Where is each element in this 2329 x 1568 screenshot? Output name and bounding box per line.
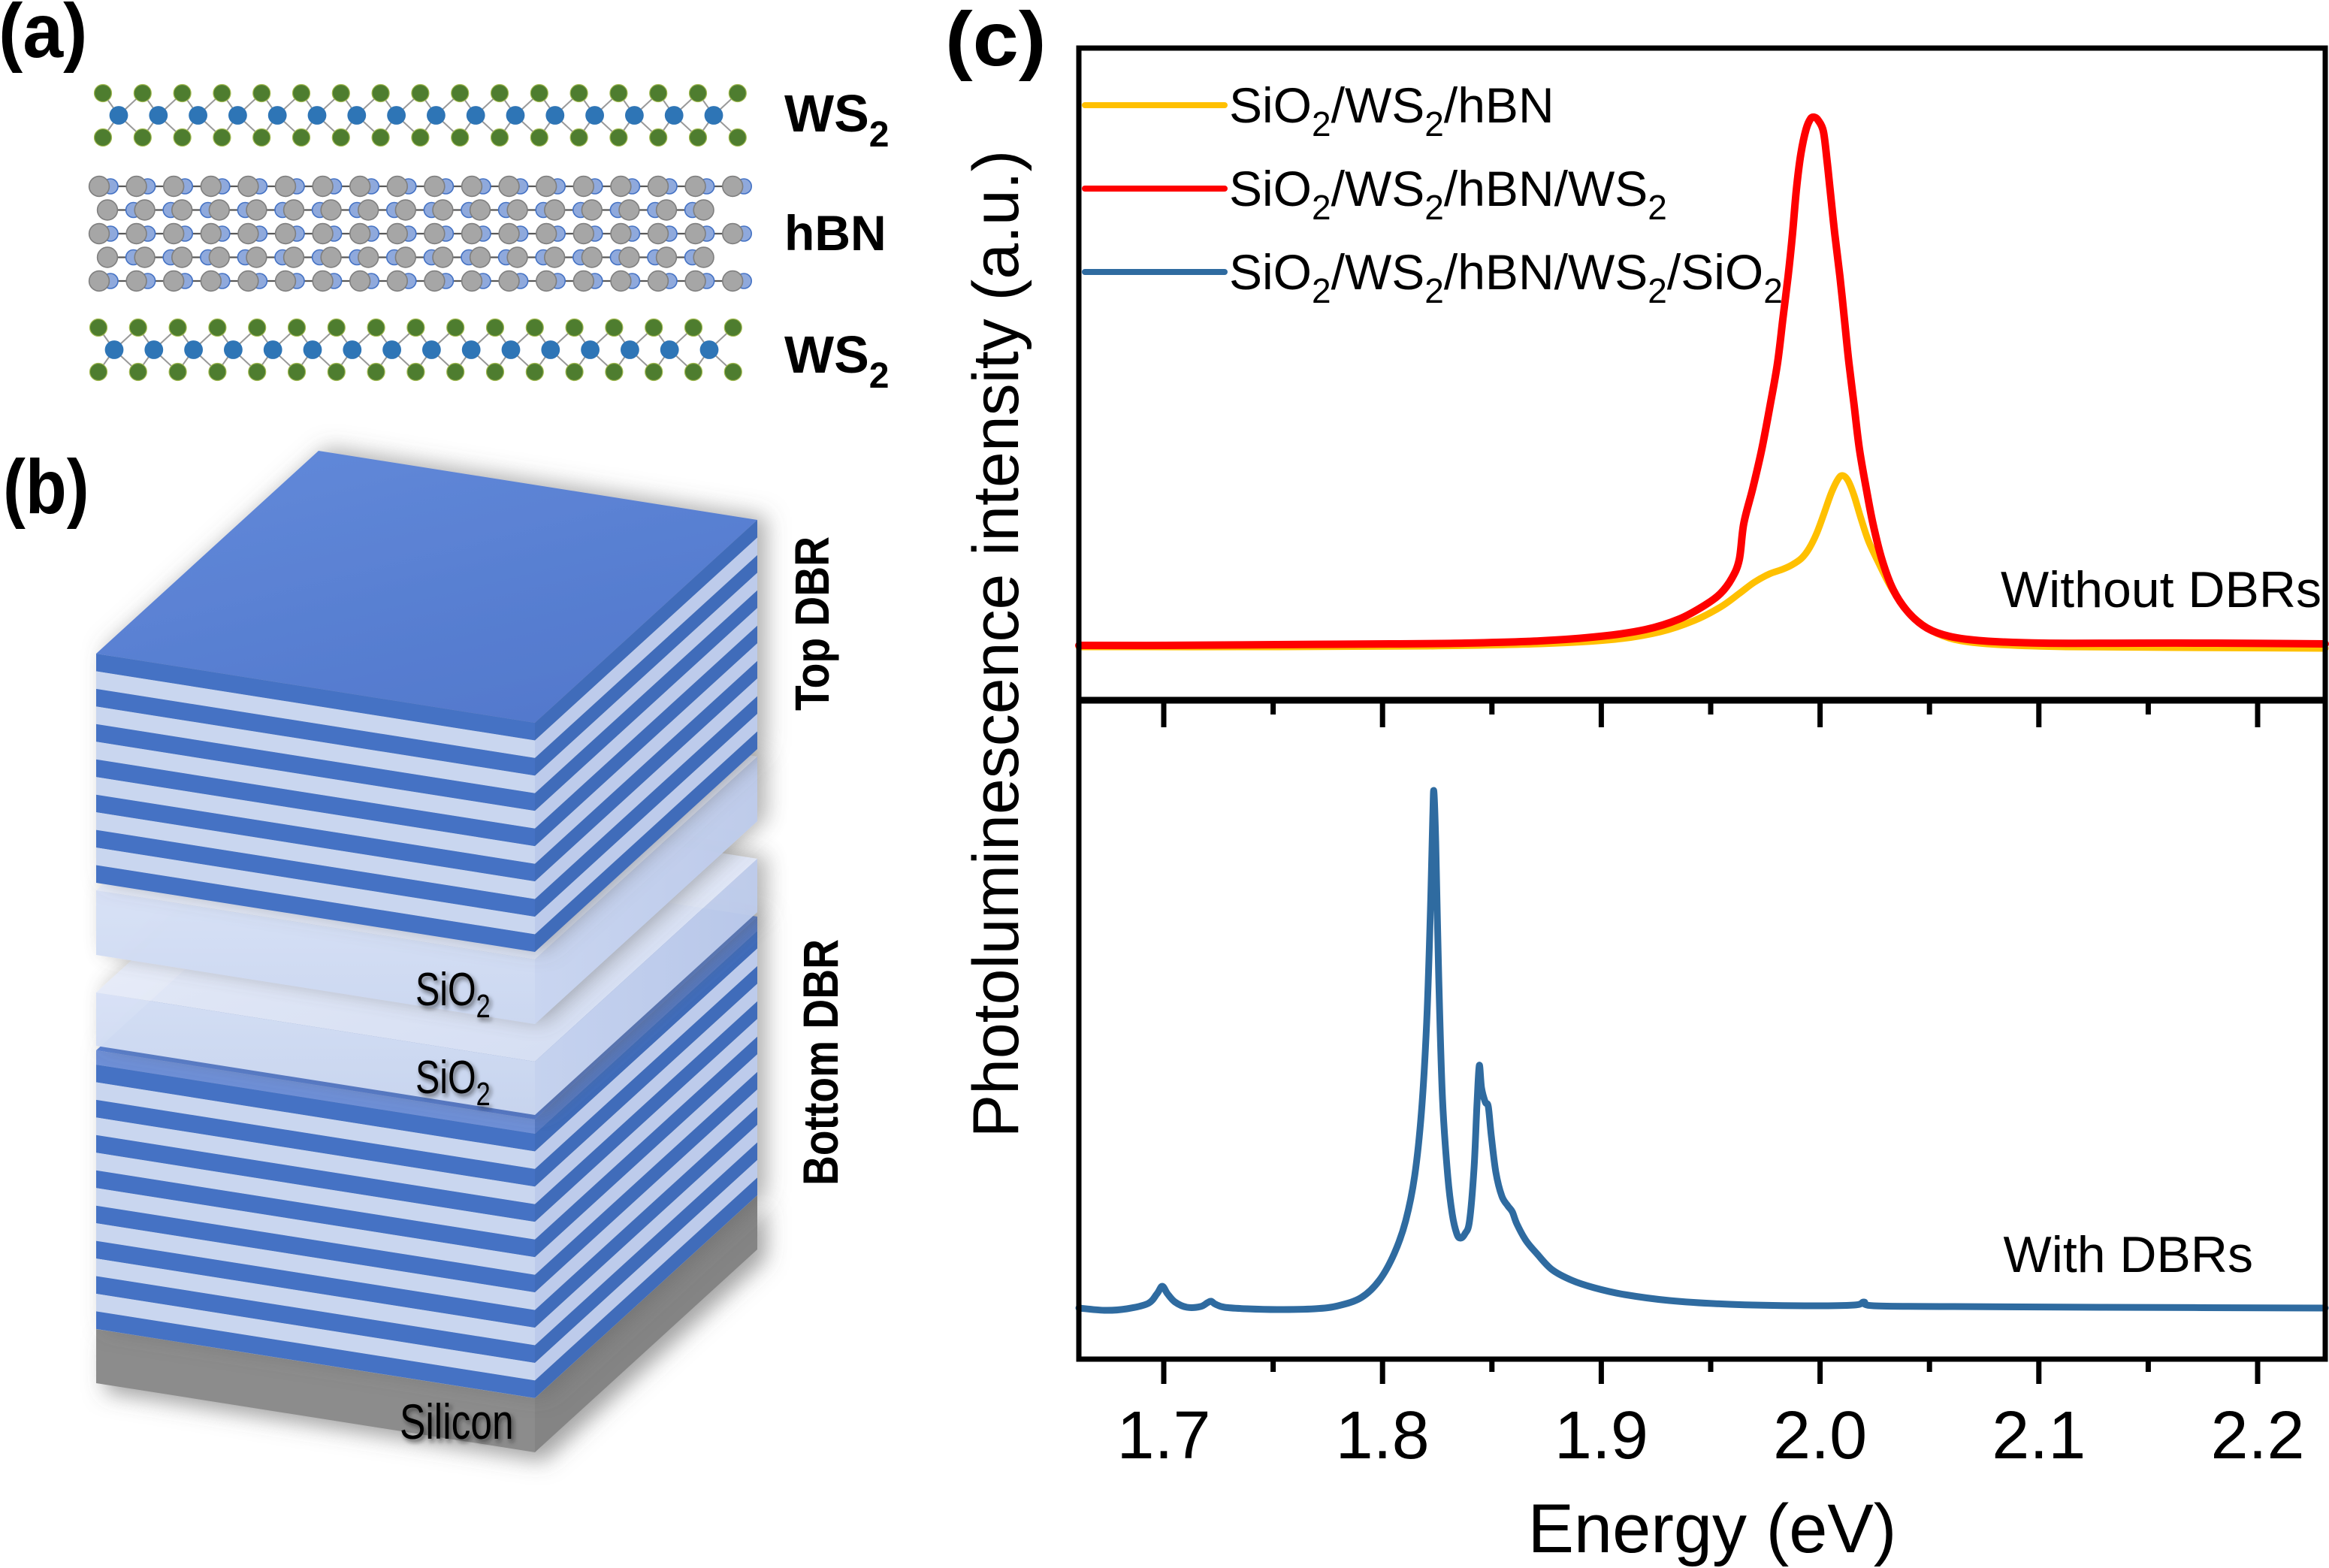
svg-text:Energy (eV): Energy (eV) [1528, 1491, 1897, 1567]
svg-text:SiO2​/WS2​/hBN/WS2​​: SiO2​/WS2​/hBN/WS2​​ [1229, 161, 1667, 227]
svg-text:With DBRs: With DBRs [2004, 1226, 2253, 1283]
svg-text:Bottom DBR: Bottom DBR [793, 939, 848, 1186]
svg-text:Photoluminescence intensity (a: Photoluminescence intensity (a.u.) [960, 150, 1032, 1138]
svg-text:SiO2​/WS2​/hBN: SiO2​/WS2​/hBN [1229, 77, 1554, 144]
svg-text:1.8: 1.8 [1336, 1398, 1430, 1473]
svg-text:hBN: hBN [784, 205, 887, 261]
svg-text:Top DBR: Top DBR [785, 536, 839, 711]
svg-text:SiO2​/WS2​/hBN/WS2​/SiO2​​: SiO2​/WS2​/hBN/WS2​/SiO2​​ [1229, 244, 1783, 310]
svg-text:2.0: 2.0 [1773, 1398, 1867, 1473]
svg-text:2.1: 2.1 [1992, 1398, 2086, 1473]
svg-text:Silicon: Silicon [400, 1394, 514, 1450]
svg-text:1.9: 1.9 [1554, 1398, 1648, 1473]
svg-text:(b): (b) [3, 445, 89, 530]
svg-text:2.2: 2.2 [2210, 1398, 2304, 1473]
svg-text:(a): (a) [0, 0, 87, 74]
svg-text:(c): (c) [945, 0, 1047, 82]
svg-text:Without DBRs: Without DBRs [2001, 561, 2321, 618]
svg-text:1.7: 1.7 [1116, 1398, 1210, 1473]
